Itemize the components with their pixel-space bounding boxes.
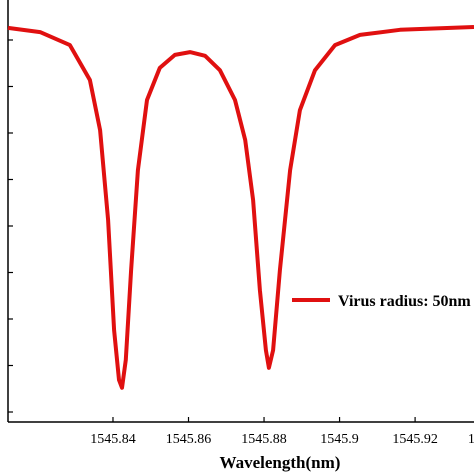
x-tick-label: 1545.94 [468,432,474,447]
x-tick-label: 1545.86 [166,432,212,447]
x-tick-label: 1545.88 [241,432,287,447]
x-axis-label: Wavelength(nm) [220,453,341,472]
x-tick-label: 1545.9 [320,432,359,447]
legend-label: Virus radius: 50nm [338,293,471,310]
x-tick-label: 1545.84 [90,432,136,447]
data-line [7,25,474,390]
x-tick-label: 1545.92 [392,432,438,447]
